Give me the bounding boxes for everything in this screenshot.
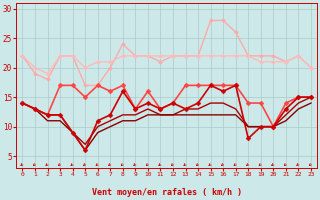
- X-axis label: Vent moyen/en rafales ( km/h ): Vent moyen/en rafales ( km/h ): [92, 188, 242, 197]
